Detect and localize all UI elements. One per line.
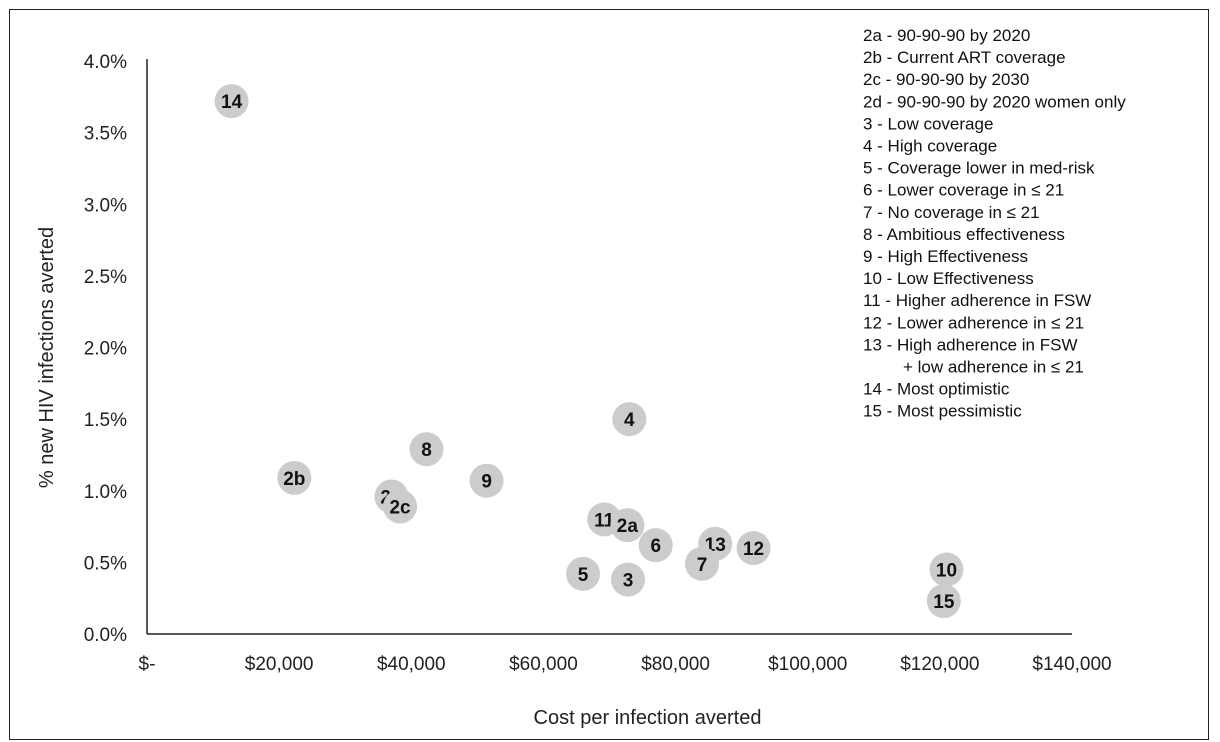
point-marker (736, 531, 771, 566)
point-marker (926, 584, 961, 619)
point-label: 2c (389, 498, 411, 519)
point-label: 14 (221, 92, 243, 113)
axes (146, 59, 1072, 635)
y-tick-label: 2.5% (84, 267, 127, 288)
data-point-10: 10 (929, 552, 964, 587)
legend-item: 5 - Coverage lower in med-risk (863, 159, 1095, 178)
data-point-8: 8 (409, 432, 444, 467)
data-point-9: 9 (469, 463, 504, 498)
point-marker (638, 528, 673, 563)
data-point-5: 5 (566, 556, 601, 591)
data-points: 142b2d2c894112a613127531015 (214, 84, 964, 619)
point-label: 6 (650, 536, 661, 557)
data-point-2b: 2b (277, 460, 312, 495)
point-marker (685, 546, 719, 581)
data-point-3: 3 (611, 562, 645, 597)
data-point-14: 14 (214, 84, 249, 119)
data-point-4: 4 (612, 402, 647, 437)
data-point-15: 15 (926, 584, 961, 619)
legend-item: 15 - Most pessimistic (863, 402, 1022, 421)
point-label: 2b (283, 469, 305, 490)
y-tick-label: 3.5% (84, 124, 127, 145)
point-label: 5 (578, 565, 589, 586)
legend-item: 9 - High Effectiveness (863, 247, 1028, 266)
legend-item: 4 - High coverage (863, 137, 997, 156)
point-label: 9 (481, 472, 492, 493)
x-tick-label: $- (139, 654, 156, 675)
point-marker (566, 556, 601, 591)
point-marker (611, 562, 645, 597)
point-marker (277, 460, 312, 495)
point-label: 7 (697, 555, 708, 576)
x-tick-label: $80,000 (641, 654, 710, 675)
point-label: 12 (743, 539, 764, 560)
legend-item: + low adherence in ≤ 21 (903, 358, 1084, 377)
y-tick-label: 0.5% (84, 553, 127, 574)
chart-frame: $- $20,000 $40,000 $60,000 $80,000 $100,000 $1… (9, 9, 1209, 740)
y-tick-label: 1.0% (84, 482, 127, 503)
x-axis-title: Cost per infection averted (534, 707, 762, 729)
x-tick-labels: $- $20,000 $40,000 $60,000 $80,000 $100,000 $1… (139, 654, 1112, 675)
point-label: 15 (933, 592, 955, 613)
x-tick-label: $100,000 (768, 654, 847, 675)
y-tick-label: 2.0% (84, 339, 127, 360)
data-point-6: 6 (638, 528, 673, 563)
point-label: 4 (624, 410, 635, 431)
legend-item: 12 - Lower adherence in ≤ 21 (863, 313, 1084, 332)
legend-item: 2b - Current ART coverage (863, 48, 1066, 67)
point-marker (929, 552, 964, 587)
data-point-2c: 2c (383, 489, 418, 524)
x-tick-label: $40,000 (377, 654, 446, 675)
data-point-12: 12 (736, 531, 771, 566)
data-point-7: 7 (685, 546, 719, 581)
x-tick-label: $20,000 (245, 654, 314, 675)
legend-item: 3 - Low coverage (863, 114, 993, 133)
point-label: 3 (623, 571, 634, 592)
legend-item: 2d - 90-90-90 by 2020 women only (863, 92, 1126, 111)
point-label: 11 (594, 510, 615, 531)
point-marker (383, 489, 418, 524)
y-tick-label: 0.0% (84, 625, 127, 646)
scatter-chart: $- $20,000 $40,000 $60,000 $80,000 $100,000 $1… (36, 26, 1126, 729)
point-label: 10 (936, 561, 957, 582)
y-tick-label: 4.0% (84, 52, 127, 73)
point-marker (612, 402, 647, 437)
point-marker (610, 508, 645, 543)
point-marker (469, 463, 504, 498)
point-marker (409, 432, 444, 467)
y-axis-title: % new HIV infections averted (36, 227, 58, 488)
legend-item: 13 - High adherence in FSW (863, 335, 1078, 354)
point-label: 2a (617, 516, 639, 537)
legend-item: 2c - 90-90-90 by 2030 (863, 70, 1029, 89)
x-tick-label: $120,000 (900, 654, 979, 675)
legend-item: 7 - No coverage in ≤ 21 (863, 203, 1040, 222)
legend-item: 8 - Ambitious effectiveness (863, 225, 1065, 244)
data-point-2a: 2a (610, 508, 645, 543)
y-tick-labels: 0.0% 0.5% 1.0% 1.5% 2.0% 2.5% 3.0% 3.5% 4.0% (84, 52, 127, 646)
x-tick-label: $140,000 (1032, 654, 1111, 675)
legend-item: 6 - Lower coverage in ≤ 21 (863, 181, 1064, 200)
y-tick-label: 1.5% (84, 410, 127, 431)
legend-item: 2a - 90-90-90 by 2020 (863, 26, 1030, 45)
legend-item: 14 - Most optimistic (863, 380, 1010, 399)
y-tick-label: 3.0% (84, 195, 127, 216)
legend-item: 11 - Higher adherence in FSW (863, 291, 1091, 310)
point-label: 8 (421, 440, 432, 461)
x-tick-label: $60,000 (509, 654, 578, 675)
legend: 2a - 90-90-90 by 2020 2b - Current ART co… (863, 26, 1126, 421)
point-marker (214, 84, 249, 119)
legend-item: 10 - Low Effectiveness (863, 269, 1034, 288)
